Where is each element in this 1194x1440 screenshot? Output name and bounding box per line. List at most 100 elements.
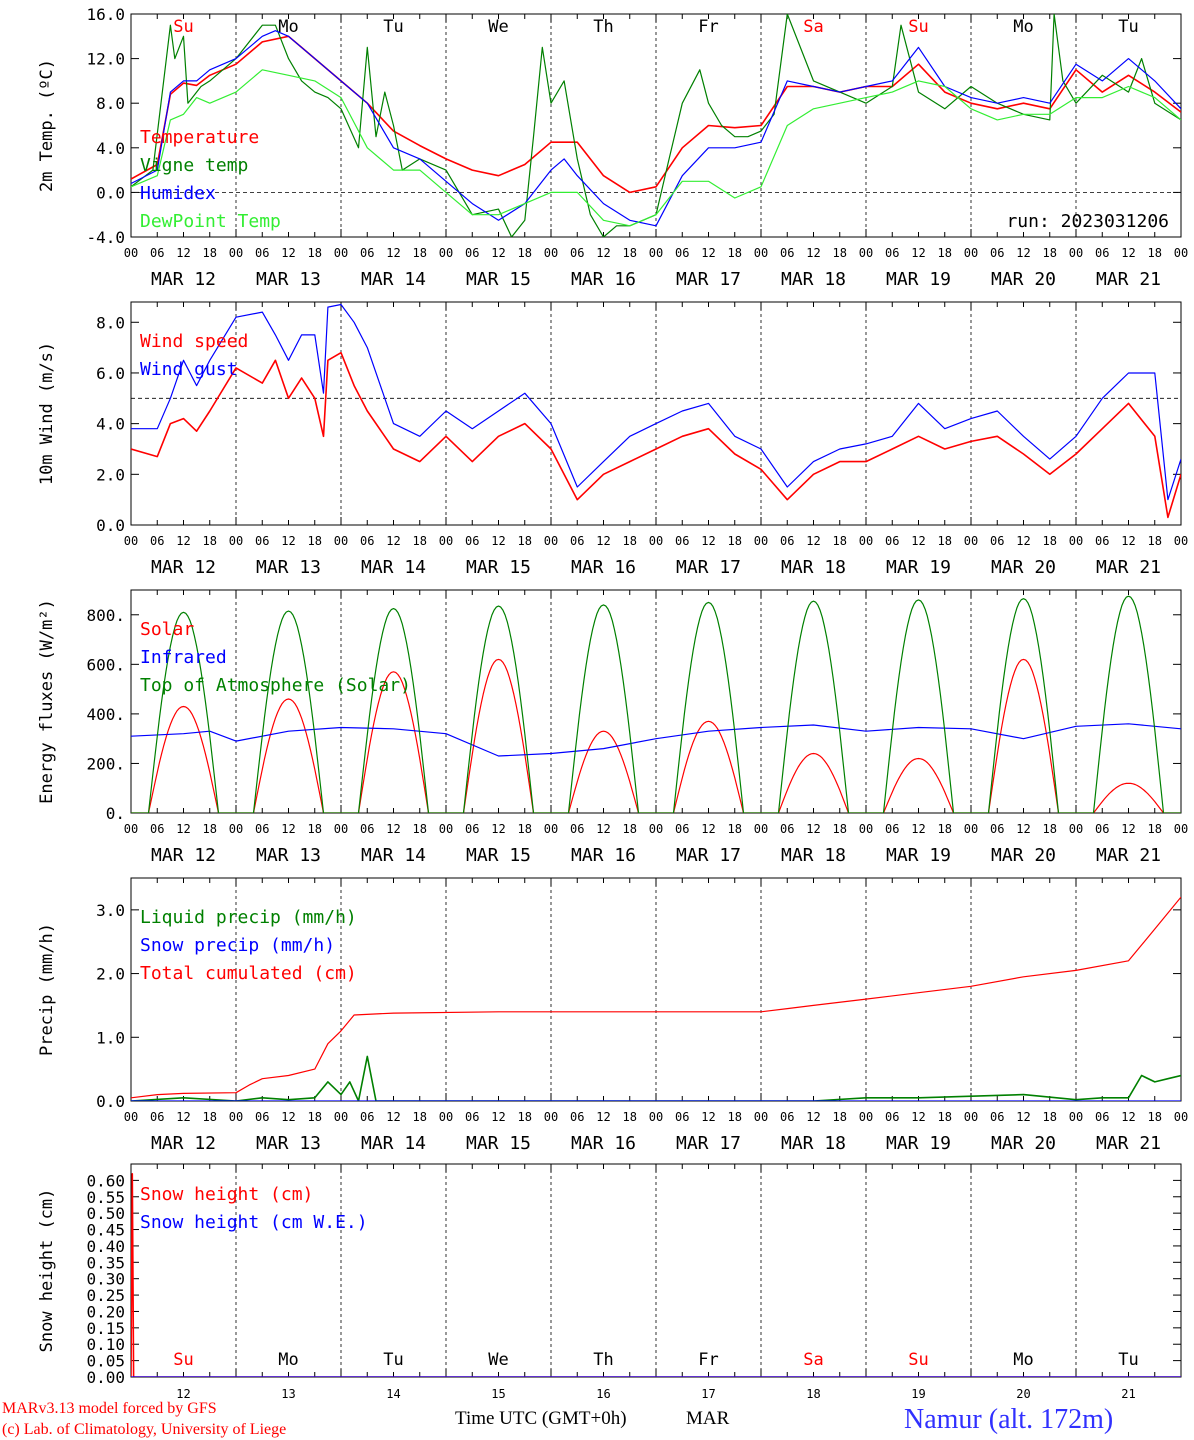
- x-day-label: MAR 15: [466, 845, 531, 866]
- weekday-label: Fr: [698, 1350, 718, 1370]
- x-hour-label: 18: [1043, 1110, 1057, 1124]
- x-day-label: MAR 19: [886, 269, 951, 290]
- x-day-label: MAR 16: [571, 269, 636, 290]
- x-day-label: MAR 13: [256, 1133, 321, 1154]
- x-day-label: MAR 20: [991, 557, 1056, 578]
- x-day-label: MAR 13: [256, 557, 321, 578]
- weekday-label: We: [488, 1350, 508, 1370]
- panel-precip: 0.0 1.0 2.0 3.0 Precip (mm/h) 00 06 12 18 00 06 12 1…: [37, 877, 1188, 1154]
- x-day-label: MAR 18: [781, 1133, 846, 1154]
- x-hour-label: 12: [491, 1110, 505, 1124]
- x-day-label: MAR 13: [256, 845, 321, 866]
- y-tick-label: 0.0: [96, 1092, 125, 1111]
- x-hour-label: 12: [806, 822, 820, 836]
- weekday-label: Mo: [278, 17, 298, 37]
- x-hour-label: 06: [780, 246, 794, 260]
- x-hour-label: 00: [964, 822, 978, 836]
- x-hour-label: 06: [465, 822, 479, 836]
- run-annotation: run: 2023031206: [1006, 211, 1169, 232]
- y-tick-label: 800.: [86, 606, 125, 625]
- x-hour-label: 06: [780, 822, 794, 836]
- x-hour-label: 06: [990, 246, 1004, 260]
- series-line-total-cumulated-cm-: [131, 896, 1181, 1099]
- x-hour-label: 18: [728, 246, 742, 260]
- x-hour-label: 12: [176, 1110, 190, 1124]
- y-tick-label: 0.30: [86, 1270, 125, 1289]
- x-day-label: MAR 21: [1096, 557, 1161, 578]
- x-hour-label: 00: [124, 246, 138, 260]
- y-tick-label: 600.: [86, 655, 125, 674]
- series-group: [131, 595, 1181, 813]
- y-tick-label: 3.0: [96, 901, 125, 920]
- x-hour-label: 00: [964, 1110, 978, 1124]
- x-hour-label: 18: [1043, 534, 1057, 548]
- x-hour-label: 12: [596, 534, 610, 548]
- x-hour-label: 06: [150, 246, 164, 260]
- x-day-label: MAR 13: [256, 269, 321, 290]
- y-tick-label: 0.20: [86, 1302, 125, 1321]
- x-hour-label: 18: [1148, 1110, 1162, 1124]
- x-hour-label: 12: [701, 1110, 715, 1124]
- x-hour-label: 18: [413, 1110, 427, 1124]
- x-hour-label: 06: [360, 534, 374, 548]
- x-hour-label: 12: [176, 822, 190, 836]
- x-hour-label: 12: [701, 246, 715, 260]
- x-hour-label: 18: [308, 822, 322, 836]
- x-hour-label: 06: [465, 246, 479, 260]
- y-tick-label: 200.: [86, 754, 125, 773]
- y-tick-label: 16.0: [86, 5, 125, 24]
- x-hour-label: 06: [885, 534, 899, 548]
- x-hour-label: 12: [386, 1110, 400, 1124]
- x-day-number: 13: [281, 1387, 295, 1401]
- x-day-label: MAR 14: [361, 269, 426, 290]
- x-hour-label: 00: [439, 534, 453, 548]
- x-hour-label: 12: [911, 534, 925, 548]
- legend-entry: Wind gust: [140, 359, 238, 380]
- x-hour-label: 18: [203, 534, 217, 548]
- x-hour-label: 00: [334, 1110, 348, 1124]
- x-day-label: MAR 20: [991, 845, 1056, 866]
- x-hour-label: 12: [491, 246, 505, 260]
- x-day-number: 18: [806, 1387, 820, 1401]
- x-hour-label: 18: [518, 246, 532, 260]
- x-hour-label: 00: [1069, 534, 1083, 548]
- x-hour-label: 06: [360, 822, 374, 836]
- x-hour-label: 12: [911, 822, 925, 836]
- x-hour-label: 06: [255, 1110, 269, 1124]
- x-hour-label: 00: [229, 534, 243, 548]
- x-hour-label: 00: [754, 534, 768, 548]
- x-hour-label: 00: [544, 1110, 558, 1124]
- x-hour-label: 00: [1174, 822, 1188, 836]
- y-tick-label: 12.0: [86, 50, 125, 69]
- weekday-label: Su: [173, 17, 193, 37]
- footer-credit: (c) Lab. of Climatology, University of L…: [2, 1421, 286, 1438]
- plot-frame: [130, 301, 1182, 526]
- x-hour-label: 18: [623, 822, 637, 836]
- series-line-snow-height-cm-: [131, 1173, 1181, 1377]
- weekday-label: Tu: [1118, 1350, 1138, 1370]
- x-hour-label: 18: [1148, 822, 1162, 836]
- x-hour-label: 18: [518, 822, 532, 836]
- series-line-liquid-precip-mm-h-: [131, 1055, 1181, 1101]
- x-hour-label: 18: [1148, 534, 1162, 548]
- x-hour-label: 00: [1174, 246, 1188, 260]
- plot-frame: [130, 589, 1182, 814]
- x-day-label: MAR 21: [1096, 845, 1161, 866]
- legend-entry: Snow height (cm): [140, 1184, 313, 1205]
- x-hour-label: 12: [806, 246, 820, 260]
- series-group: [131, 896, 1181, 1101]
- x-hour-label: 00: [124, 534, 138, 548]
- x-day-label: MAR 12: [151, 845, 216, 866]
- x-hour-label: 00: [124, 1110, 138, 1124]
- x-hour-label: 12: [701, 534, 715, 548]
- x-hour-label: 00: [859, 534, 873, 548]
- legend-entry: Solar: [140, 619, 194, 640]
- x-hour-label: 12: [1016, 1110, 1030, 1124]
- x-day-label: MAR 20: [991, 269, 1056, 290]
- x-hour-label: 00: [859, 246, 873, 260]
- x-day-label: MAR 14: [361, 557, 426, 578]
- y-tick-label: 6.0: [96, 364, 125, 383]
- weekday-label: Tu: [383, 17, 403, 37]
- y-tick-label: 2.0: [96, 465, 125, 484]
- y-tick-label: 400.: [86, 705, 125, 724]
